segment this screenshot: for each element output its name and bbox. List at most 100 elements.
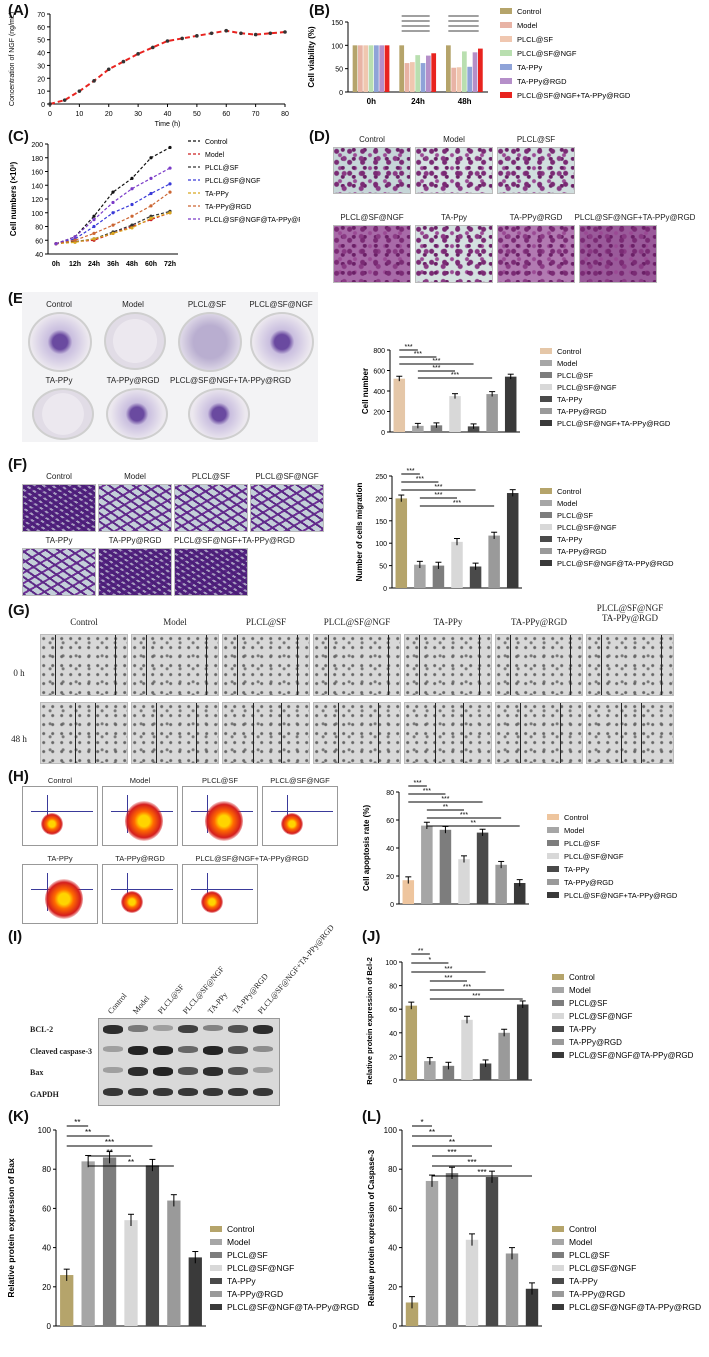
- A-x-label: Time (h): [155, 121, 181, 128]
- blot-band-2-2: [153, 1067, 173, 1076]
- A-ytick-label-4: 40: [37, 51, 45, 58]
- C-point-4-5: [149, 216, 153, 220]
- C-point-3-3: [111, 211, 115, 215]
- chart-c-cell-numbers: 40 60 80 100 120 140 160 180 200 Cell numbers (×1…: [9, 139, 300, 268]
- C-point-2-4: [130, 223, 134, 227]
- L-legend-label-1: Model: [569, 1237, 592, 1247]
- F-bar-0: [395, 498, 408, 588]
- F-legend-swatch-3: [540, 524, 552, 530]
- chart-a-ngf-release: 0 10 20 30 40 50 60 70 Concentration of NGF (ng/…: [9, 12, 289, 128]
- H-ytick-label-4: 80: [386, 790, 394, 797]
- B-bar-0-0: [352, 45, 358, 92]
- C-point-6-1: [73, 235, 77, 239]
- blot-band-2-6: [253, 1067, 273, 1073]
- L-ytick-label-1: 20: [388, 1283, 397, 1292]
- J-ytick-label-5: 100: [385, 960, 397, 967]
- A-point-1: [62, 98, 67, 102]
- F-legend-label-0: Control: [557, 487, 582, 496]
- C-xtick-label-6: 72h: [164, 261, 176, 268]
- K-bar-3: [124, 1220, 138, 1326]
- panel-label-g: (G): [8, 602, 30, 619]
- K-ytick-label-5: 100: [38, 1126, 52, 1135]
- g-caption-0: Control: [70, 617, 98, 627]
- B-bar-0-4: [374, 45, 379, 92]
- C-point-0-2: [92, 214, 96, 218]
- blot-band-3-0: [103, 1088, 123, 1097]
- e-caption-model: Model: [122, 300, 144, 309]
- J-legend-swatch-4: [552, 1026, 564, 1032]
- E-legend-label-1: Model: [557, 359, 578, 368]
- blot-band-0-6: [253, 1025, 273, 1034]
- H-bar-3: [458, 859, 470, 904]
- e-caption-ta-ppy-rgd: TA-PPy@RGD: [106, 376, 160, 385]
- h-plot-0: [22, 786, 98, 846]
- L-sig-text-5: ***: [477, 1168, 486, 1177]
- E-legend-swatch-4: [540, 396, 552, 402]
- L-sig-text-1: **: [429, 1128, 435, 1137]
- e-dish-plcl-sf-ngf: [250, 312, 314, 372]
- H-sig-text-3: **: [443, 804, 449, 811]
- K-legend-swatch-5: [210, 1291, 222, 1297]
- H-legend-label-2: PLCL@SF: [564, 839, 600, 848]
- C-xtick-label-2: 24h: [88, 261, 100, 268]
- d-image-ta-ppy: [415, 225, 493, 283]
- A-xtick-label-3: 30: [134, 111, 142, 118]
- F-legend-swatch-0: [540, 488, 552, 494]
- F-bar-5: [488, 535, 500, 588]
- E-sig-text-0: ***: [404, 344, 412, 351]
- F-legend-swatch-2: [540, 512, 552, 518]
- A-xtick-label-0: 0: [48, 111, 52, 118]
- B-bar-2-0: [446, 45, 451, 92]
- C-legend-label-3: PLCL@SF@NGF: [205, 178, 260, 185]
- C-point-4-3: [111, 231, 115, 235]
- C-point-6-5: [149, 176, 153, 180]
- g-image-0h-5: [495, 634, 583, 696]
- f-caption-ta-ppy-rgd: TA-PPy@RGD: [108, 536, 162, 545]
- g-image-48h-3: [313, 702, 401, 764]
- h-plot-4: [22, 864, 98, 924]
- H-legend-swatch-1: [547, 827, 559, 833]
- B-bar-1-1: [404, 63, 410, 92]
- B-bar-1-2: [410, 62, 415, 92]
- H-sig-text-0: ***: [413, 780, 421, 787]
- g-image-48h-4: [404, 702, 492, 764]
- J-sig-text-1: *: [428, 957, 431, 964]
- blot-label-bax: Bax: [30, 1068, 44, 1077]
- H-sig-text-5: **: [471, 820, 477, 827]
- J-legend-label-1: Model: [569, 986, 591, 995]
- g-image-48h-5: [495, 702, 583, 764]
- F-legend-label-4: TA-PPy: [557, 535, 583, 544]
- E-ytick-label-4: 800: [373, 348, 385, 355]
- H-ytick-label-2: 40: [386, 846, 394, 853]
- A-point-3: [92, 79, 96, 83]
- E-sig-text-3: ***: [432, 365, 440, 372]
- A-point-7: [151, 45, 155, 50]
- K-legend-label-1: Model: [227, 1237, 250, 1247]
- C-ytick-label-2: 80: [35, 225, 43, 232]
- A-xtick-label-2: 20: [105, 111, 113, 118]
- blot-band-2-0: [103, 1067, 123, 1073]
- F-bar-3: [451, 541, 463, 588]
- L-legend-label-4: TA-PPy: [569, 1276, 598, 1286]
- B-bar-0-1: [358, 45, 363, 92]
- K-bar-0: [60, 1275, 74, 1326]
- F-sig-text-4: ***: [453, 500, 461, 507]
- C-point-6-6: [168, 166, 172, 170]
- K-legend-label-2: PLCL@SF: [227, 1250, 268, 1260]
- h-caption-5: TA-PPy@RGD: [115, 854, 165, 863]
- J-legend-swatch-2: [552, 1000, 564, 1006]
- E-sig-text-4: ***: [451, 372, 459, 379]
- H-legend-label-5: TA-PPy@RGD: [564, 878, 614, 887]
- d-caption-control: Control: [359, 135, 385, 144]
- C-legend-label-6: PLCL@SF@NGF@TA-PPy@RGD: [205, 217, 300, 224]
- e-caption-plcl-sf: PLCL@SF: [187, 300, 227, 309]
- K-sig-text-0: **: [74, 1118, 80, 1127]
- F-ytick-label-4: 200: [375, 496, 387, 503]
- F-bar-4: [469, 566, 482, 588]
- C-legend-label-2: PLCL@SF: [205, 165, 239, 172]
- J-bar-0: [405, 1005, 418, 1080]
- K-legend-swatch-4: [210, 1278, 222, 1284]
- J-bar-2: [442, 1065, 455, 1080]
- J-sig-text-3: ***: [444, 975, 452, 982]
- C-point-6-3: [111, 200, 115, 205]
